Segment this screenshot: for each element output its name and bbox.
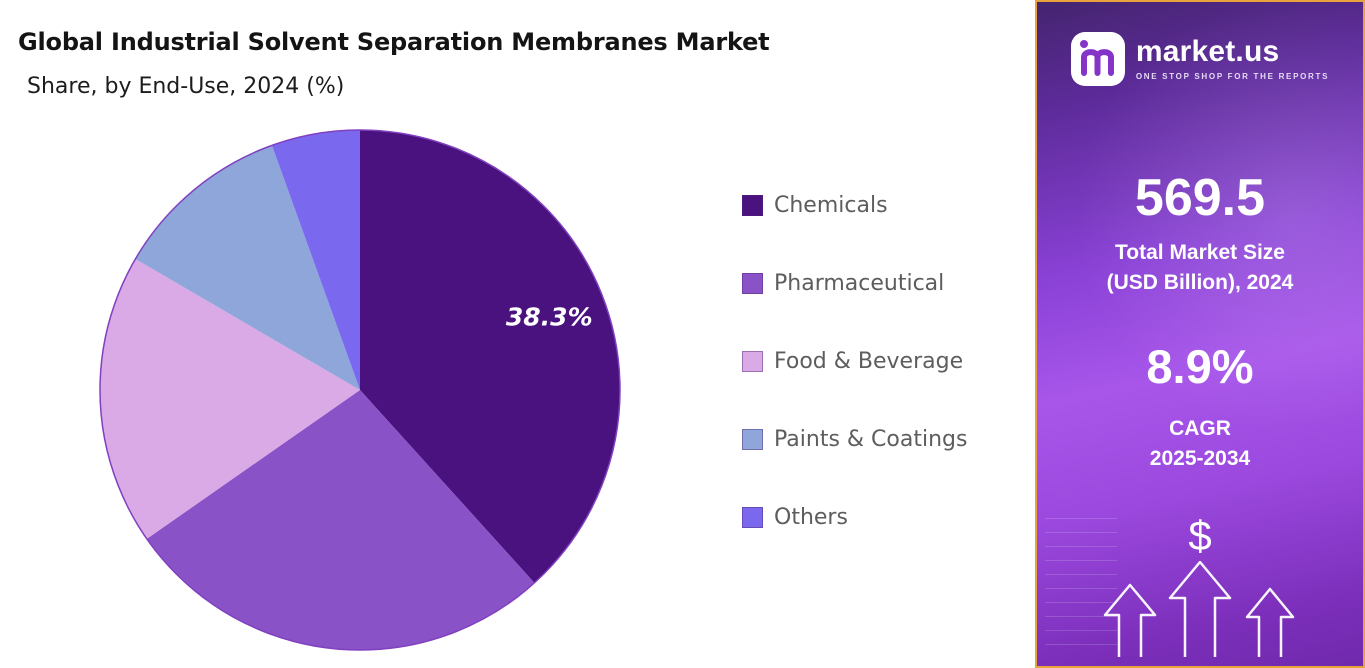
legend-label: Paints & Coatings [774, 426, 968, 452]
chart-title: Global Industrial Solvent Separation Mem… [18, 28, 770, 56]
pie-slice-paints-coatings [135, 145, 360, 390]
legend-swatch [742, 428, 763, 450]
pie-chart: 38.3% [95, 125, 625, 655]
pie-slice-pharmaceutical [146, 390, 535, 650]
chart-subtitle: Share, by End-Use, 2024 (%) [27, 74, 345, 99]
cagr-label-line2: 2025-2034 [1149, 447, 1251, 471]
legend-swatch [742, 194, 763, 216]
legend-swatch [742, 272, 763, 294]
dollar-icon: $ [1188, 511, 1212, 559]
market-size-label-line2: (USD Billion), 2024 [1106, 271, 1294, 295]
legend-label: Others [774, 504, 848, 530]
pie-slice-food-beverage [100, 259, 361, 539]
legend-swatch [742, 350, 763, 372]
legend-label: Food & Beverage [774, 348, 964, 374]
legend-label: Chemicals [774, 192, 888, 218]
chart-area: Global Industrial Solvent Separation Mem… [18, 28, 968, 655]
market-size-value: 569.5 [1134, 169, 1266, 227]
growth-arrows-icon [1103, 560, 1295, 657]
cagr-label-line1: CAGR [1169, 416, 1231, 440]
legend-item-paints-coatings: Paints & Coatings [742, 424, 967, 454]
legend-label: Pharmaceutical [774, 270, 945, 296]
pie-slice-others [271, 130, 360, 390]
legend: Chemicals Pharmaceutical Food & Beverage Pa… [742, 190, 967, 532]
pie-outline-ring [99, 129, 621, 651]
legend-item-food-beverage: Food & Beverage [742, 346, 967, 376]
market-size-label-line1: Total Market Size [1115, 241, 1285, 264]
cagr-value: 8.9% [1146, 339, 1254, 393]
logo-text: market.us ONE STOP SHOP FOR THE REPORTS [1135, 35, 1330, 82]
market-size-label: Total Market Size (USD Billion), 2024 [1037, 238, 1363, 299]
brand-logo: market.us ONE STOP SHOP FOR THE REPORTS [1037, 32, 1363, 86]
legend-item-pharmaceutical: Pharmaceutical [742, 268, 967, 298]
info-panel: market.us ONE STOP SHOP FOR THE REPORTS … [1035, 0, 1365, 668]
marketus-logo-icon [1070, 32, 1125, 86]
brand-name: market.us [1135, 35, 1280, 68]
legend-item-others: Others [742, 502, 967, 532]
cagr-label: CAGR 2025-2034 [1037, 414, 1363, 475]
legend-swatch [742, 506, 763, 528]
brand-tagline: ONE STOP SHOP FOR THE REPORTS [1135, 72, 1330, 81]
pie-chart-svg [99, 129, 621, 651]
logo-m-glyph [1079, 40, 1114, 76]
legend-item-chemicals: Chemicals [742, 190, 967, 220]
pie-slice-chemicals [360, 130, 620, 583]
